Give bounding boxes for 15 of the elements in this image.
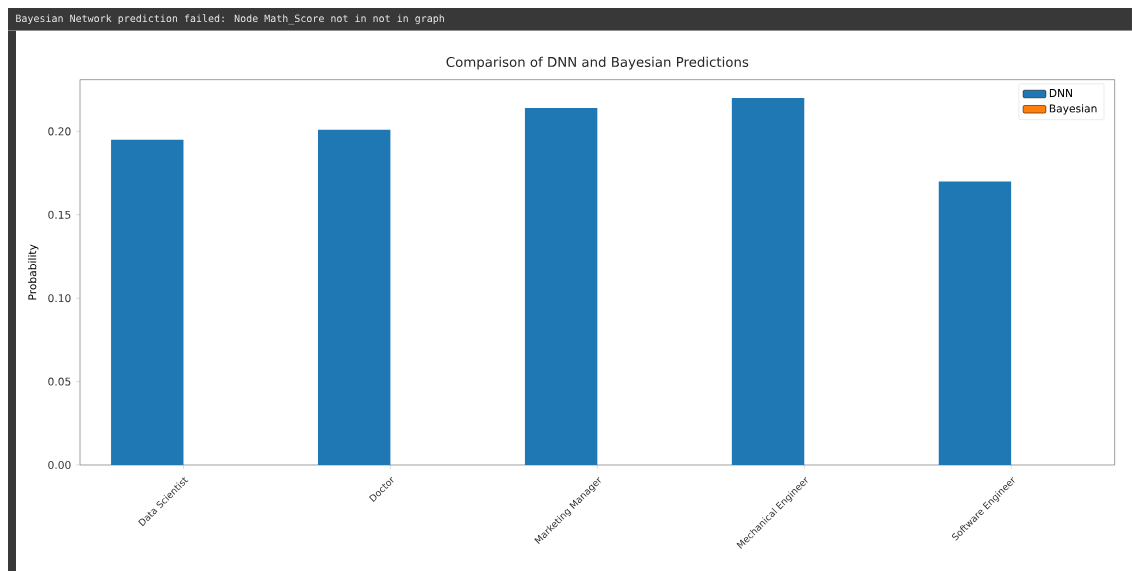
legend-label: DNN	[1049, 89, 1072, 97]
chart-title: Comparison of DNN and Bayesian Predictions	[446, 56, 749, 70]
text: Bayesian Network prediction failed: Node Math_Score not in not in graph	[16, 14, 444, 25]
legend-label: Bayesian	[1049, 104, 1097, 115]
y-tick-label: 0.00	[48, 460, 71, 470]
bar	[317, 129, 391, 465]
y-tick-label: 0.20	[48, 127, 71, 136]
bar	[938, 181, 1012, 465]
y-axis-title: Probability	[28, 244, 39, 300]
bar	[524, 108, 598, 465]
y-tick-label: 0.10	[48, 294, 71, 303]
bar	[731, 98, 805, 465]
y-tick-label: 0.15	[48, 210, 71, 219]
y-tick-label: 0.05	[48, 377, 71, 386]
bar	[111, 139, 184, 465]
